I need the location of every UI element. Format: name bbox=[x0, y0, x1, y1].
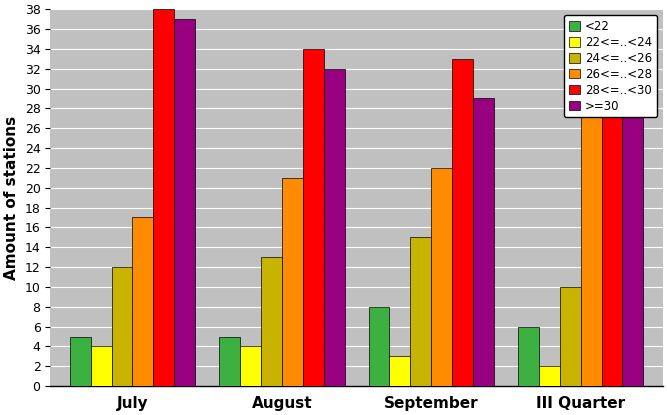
Bar bbox=[70, 337, 91, 386]
Bar bbox=[581, 88, 602, 386]
Bar bbox=[432, 168, 452, 386]
Bar bbox=[560, 287, 581, 386]
Bar bbox=[622, 98, 644, 386]
Bar bbox=[174, 19, 195, 386]
Y-axis label: Amount of stations: Amount of stations bbox=[4, 115, 19, 280]
Bar bbox=[539, 366, 560, 386]
Bar bbox=[303, 49, 323, 386]
Bar bbox=[240, 347, 261, 386]
Bar bbox=[133, 217, 153, 386]
Bar bbox=[473, 98, 494, 386]
Bar bbox=[91, 347, 111, 386]
Bar bbox=[369, 307, 390, 386]
Bar bbox=[323, 69, 345, 386]
Bar bbox=[410, 237, 432, 386]
Bar bbox=[602, 39, 622, 386]
Bar bbox=[153, 9, 174, 386]
Bar bbox=[452, 59, 473, 386]
Bar bbox=[261, 257, 282, 386]
Bar bbox=[111, 267, 133, 386]
Legend: <22, 22<=..<24, 24<=..<26, 26<=..<28, 28<=..<30, >=30: <22, 22<=..<24, 24<=..<26, 26<=..<28, 28… bbox=[564, 15, 657, 117]
Bar bbox=[282, 178, 303, 386]
Bar bbox=[518, 327, 539, 386]
Bar bbox=[219, 337, 240, 386]
Bar bbox=[390, 356, 410, 386]
